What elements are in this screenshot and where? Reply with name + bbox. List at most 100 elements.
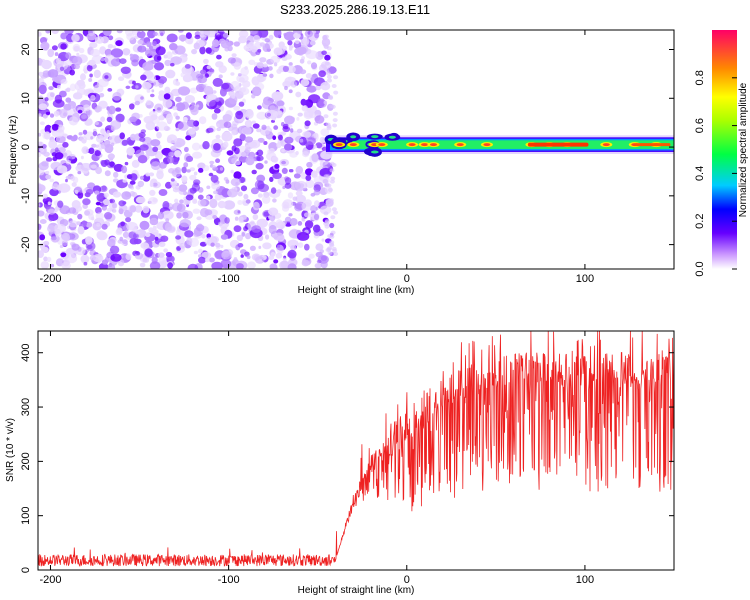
noise-blob	[209, 68, 215, 73]
noise-blob	[53, 110, 60, 117]
noise-blob	[129, 53, 134, 57]
noise-blob	[174, 198, 179, 204]
noise-blob	[180, 72, 185, 78]
noise-blob	[300, 78, 310, 87]
noise-blob	[288, 106, 293, 111]
noise-blob	[115, 40, 123, 47]
noise-blob	[305, 50, 319, 60]
noise-blob	[264, 38, 271, 43]
noise-blob	[224, 47, 230, 52]
noise-blob	[185, 200, 189, 204]
noise-blob	[283, 31, 296, 41]
noise-blob	[288, 89, 293, 94]
spectrogram-x-tick-label: -200	[39, 273, 61, 285]
noise-blob	[234, 147, 240, 155]
noise-blob	[103, 192, 109, 198]
noise-blob	[39, 219, 47, 224]
noise-blob	[95, 212, 105, 221]
noise-blob	[208, 257, 215, 263]
noise-blob	[320, 82, 331, 91]
noise-blob	[158, 241, 166, 247]
noise-blob	[112, 92, 122, 101]
noise-blob	[72, 92, 83, 100]
noise-blob	[65, 52, 72, 59]
noise-blob	[268, 255, 275, 260]
noise-blob	[59, 90, 67, 98]
noise-blob	[171, 169, 181, 178]
noise-blob	[39, 121, 45, 126]
noise-blob	[95, 135, 105, 143]
noise-blob	[266, 112, 271, 117]
noise-blob	[269, 73, 274, 79]
snr-panel: -200 -100 0 100 0 100 200 300 400 Height of str…	[5, 330, 675, 596]
noise-blob	[94, 105, 103, 113]
noise-blob	[81, 114, 87, 119]
noise-blob	[205, 47, 212, 54]
noise-blob	[86, 109, 93, 116]
noise-blob	[50, 263, 55, 268]
noise-blob	[310, 62, 318, 70]
colorbar-ticks: 0.0 0.2 0.4 0.6 0.8	[694, 70, 737, 277]
noise-blob	[198, 256, 206, 264]
noise-blob	[164, 86, 171, 94]
noise-blob	[113, 171, 119, 178]
noise-blob	[40, 261, 50, 269]
noise-blob	[174, 185, 180, 191]
noise-blob	[296, 231, 310, 241]
noise-blob	[77, 109, 83, 114]
noise-blob	[235, 263, 244, 269]
spectrogram-x-tick-label: -100	[218, 273, 240, 285]
noise-blob	[56, 84, 62, 89]
noise-blob	[251, 169, 257, 175]
noise-blob	[131, 191, 138, 198]
noise-blob	[137, 155, 148, 164]
noise-blob	[48, 139, 58, 149]
noise-blob	[287, 263, 297, 269]
noise-blob	[213, 143, 221, 151]
noise-blob	[43, 151, 50, 157]
snr-y-tick-label: 300	[20, 398, 32, 416]
noise-blob	[238, 216, 244, 224]
noise-blob	[233, 62, 241, 70]
noise-blob	[223, 200, 236, 210]
noise-blob	[320, 260, 328, 269]
noise-blob	[202, 84, 207, 88]
noise-blob	[246, 255, 251, 260]
noise-blob	[315, 251, 323, 258]
spectrogram-heat-layer	[38, 30, 674, 269]
noise-blob	[77, 171, 82, 175]
signal-hotspot-core	[349, 143, 357, 147]
noise-blob	[264, 160, 268, 164]
noise-blob	[251, 253, 261, 261]
spectrogram-x-tick-label: 100	[576, 273, 594, 285]
noise-blob	[166, 33, 178, 43]
noise-blob	[175, 57, 183, 63]
noise-blob	[276, 100, 285, 107]
noise-blob	[185, 32, 192, 39]
noise-blob	[158, 115, 165, 121]
noise-blob	[327, 78, 332, 83]
noise-blob	[47, 69, 59, 78]
noise-blob	[330, 215, 336, 220]
noise-blob	[144, 232, 151, 237]
noise-blob	[288, 169, 294, 173]
noise-blob	[192, 208, 201, 214]
noise-blob	[233, 209, 242, 215]
noise-blob	[295, 166, 304, 175]
noise-blob	[262, 242, 272, 250]
noise-blob	[101, 223, 108, 230]
noise-blob	[222, 141, 229, 148]
signal-hotspot-core	[602, 143, 610, 147]
snr-y-ticks: 0 100 200 300 400	[20, 344, 674, 573]
noise-blob	[333, 75, 339, 80]
noise-blob	[106, 207, 112, 213]
noise-blob	[74, 63, 80, 70]
noise-blob	[269, 263, 278, 269]
noise-blob	[167, 156, 175, 164]
noise-blob	[270, 187, 277, 194]
noise-blob	[206, 127, 214, 133]
noise-blob	[193, 250, 198, 255]
signal-hotspot-core	[421, 143, 429, 147]
noise-blob	[151, 89, 155, 93]
noise-blob	[331, 84, 337, 88]
